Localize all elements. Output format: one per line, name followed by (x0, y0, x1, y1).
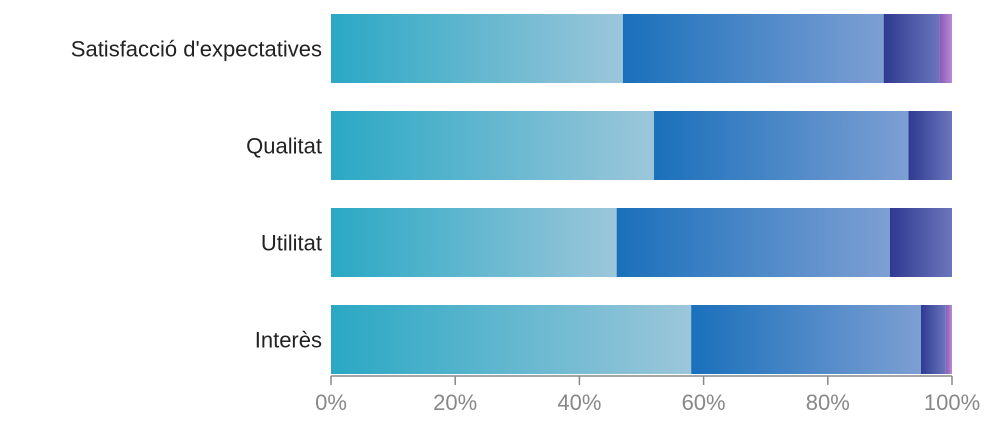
category-label: Utilitat (261, 231, 322, 256)
bar-segment-3-3 (889, 208, 952, 277)
category-label: Qualitat (246, 134, 322, 159)
x-tick-label: 0% (315, 390, 347, 415)
bar-segment-2-1 (331, 111, 654, 180)
bar-segment-3-2 (616, 208, 890, 277)
bar-segment-4-1 (331, 305, 692, 374)
bar-segment-1-3 (883, 14, 940, 83)
x-tick-label: 20% (433, 390, 477, 415)
category-label: Satisfacció d'expectatives (71, 37, 322, 62)
x-tick-label: 40% (557, 390, 601, 415)
x-tick-label: 60% (682, 390, 726, 415)
category-label: Interès (255, 328, 322, 353)
bar-segment-1-2 (622, 14, 884, 83)
bar-segment-4-2 (691, 305, 921, 374)
x-tick-label: 80% (806, 390, 850, 415)
x-axis: 0% 20% 40% 60% 80% 100% (315, 375, 980, 415)
bar-segment-1-4 (939, 14, 952, 83)
bar-segment-4-3 (920, 305, 946, 374)
x-tick-label: 100% (924, 390, 980, 415)
bar-segment-3-1 (331, 208, 617, 277)
bar-segment-2-3 (908, 111, 952, 180)
bar-segment-4-4 (945, 305, 952, 374)
bars-group (331, 14, 952, 374)
category-labels: Satisfacció d'expectatives Qualitat Utilit… (71, 37, 322, 353)
bar-segment-2-2 (653, 111, 909, 180)
bar-segment-1-1 (331, 14, 623, 83)
